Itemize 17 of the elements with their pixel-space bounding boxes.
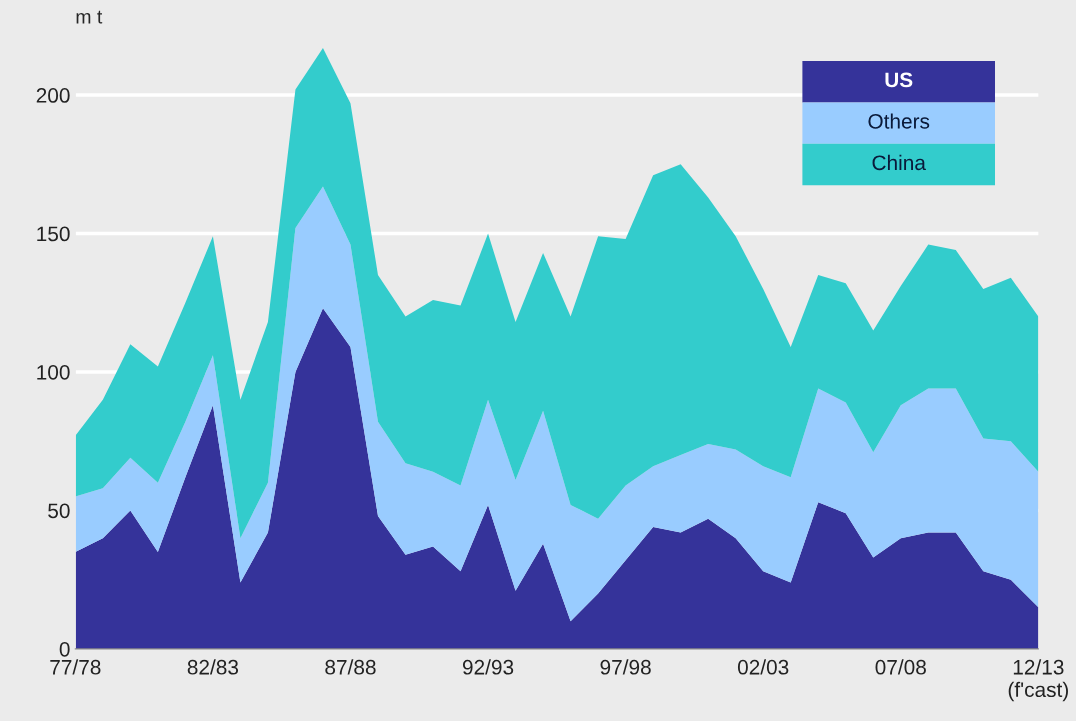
x-tick-label: 92/93 <box>462 659 514 675</box>
y-tick-label: 150 <box>37 226 70 242</box>
text: China <box>872 154 926 171</box>
text: US <box>885 72 913 88</box>
text: Others <box>868 113 930 129</box>
x-tick-label: 97/98 <box>600 659 651 675</box>
x-tick-label: 87/88 <box>325 659 376 675</box>
x-tick-label: 07/08 <box>875 659 926 675</box>
y-axis-title: m t <box>76 10 103 24</box>
x-tick-label: 02/03 <box>737 659 789 675</box>
y-tick-label: 50 <box>48 503 70 519</box>
y-tick-label: 100 <box>37 364 70 380</box>
y-tick-label: 0 <box>59 641 70 657</box>
x-tick-label: 82/83 <box>187 659 239 675</box>
x-tick-label: 12/13 (f'cast) <box>1008 659 1068 702</box>
x-tick-label: 77/78 <box>50 659 101 675</box>
y-tick-label: 200 <box>36 88 70 103</box>
